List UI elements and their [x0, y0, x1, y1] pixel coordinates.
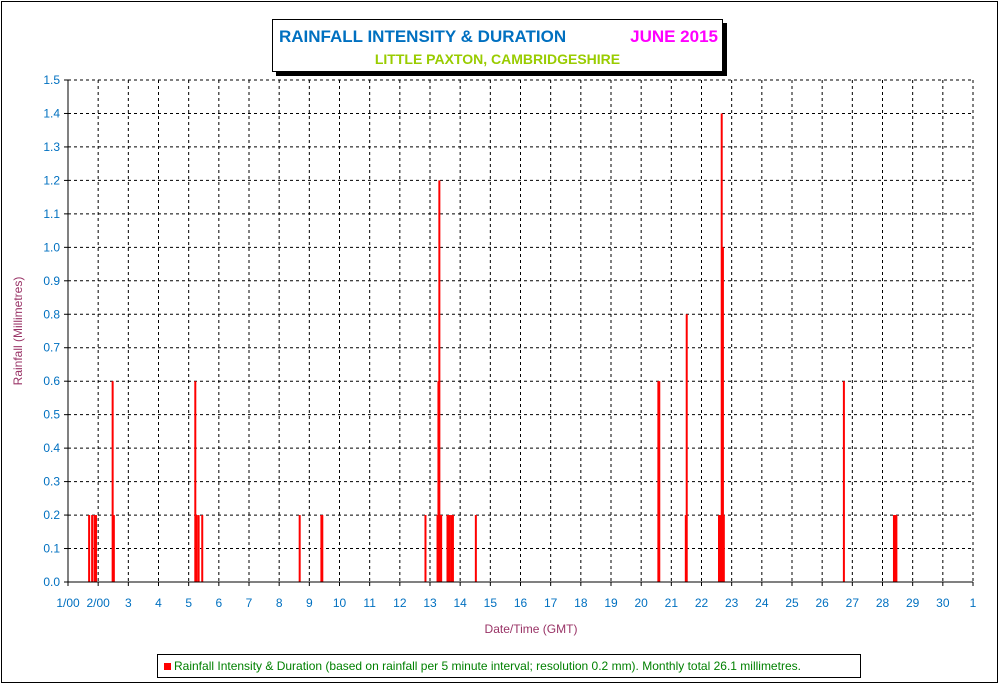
x-tick-label: 24: [755, 596, 769, 610]
y-tick-label: 0.1: [43, 542, 60, 556]
rainfall-bar: [446, 515, 449, 582]
x-tick-label: 12: [393, 596, 407, 610]
x-tick-label: 21: [665, 596, 679, 610]
x-tick-label: 19: [604, 596, 618, 610]
x-tick-label: 28: [876, 596, 890, 610]
y-tick-label: 0.6: [43, 374, 60, 388]
x-tick-label: 25: [785, 596, 799, 610]
x-tick-label: 18: [574, 596, 588, 610]
x-tick-label: 20: [634, 596, 648, 610]
y-tick-labels: 0.0 0.1 0.2 0.3 0.4 0.5 0.6 0.7 0.8 0.9 1.0 1.1 1.2 1…: [43, 73, 60, 589]
x-tick-label: 3: [125, 596, 132, 610]
x-tick-label: 15: [484, 596, 498, 610]
y-tick-label: 1.5: [43, 73, 60, 87]
rainfall-bar: [321, 515, 324, 582]
x-tick-label: 26: [815, 596, 829, 610]
y-tick-label: 0.3: [43, 475, 60, 489]
rainfall-bar: [721, 247, 724, 583]
y-tick-label: 0.5: [43, 408, 60, 422]
y-tick-label: 1.0: [43, 240, 60, 254]
rainfall-bar: [722, 515, 725, 582]
x-tick-label: 9: [306, 596, 313, 610]
chart-title: RAINFALL INTENSITY & DURATION: [279, 27, 567, 46]
x-tick-label: 23: [725, 596, 739, 610]
y-axis-label: Rainfall (Millimetres): [11, 277, 25, 386]
rainfall-bar: [474, 515, 477, 582]
x-axis-label: Date/Time (GMT): [485, 622, 578, 636]
rainfall-bar: [201, 515, 204, 582]
y-tick-label: 1.2: [43, 173, 60, 187]
rainfall-bars: [88, 113, 898, 583]
chart-title-period: JUNE 2015: [630, 27, 718, 46]
rainfall-bar: [842, 381, 845, 582]
rainfall-bar: [112, 515, 115, 582]
x-tick-label: 30: [936, 596, 950, 610]
y-tick-label: 1.4: [43, 106, 60, 120]
x-tick-label: 27: [846, 596, 860, 610]
rainfall-bar: [448, 515, 451, 582]
rainfall-bar: [685, 314, 688, 582]
legend-swatch: [164, 663, 171, 670]
y-tick-label: 0.9: [43, 274, 60, 288]
rainfall-bar: [88, 515, 91, 582]
x-tick-label: 1/00: [56, 596, 80, 610]
rainfall-bar: [424, 515, 427, 582]
rainfall-bar: [93, 515, 96, 582]
rainfall-bar: [438, 180, 441, 582]
rainfall-bar: [95, 515, 98, 582]
rainfall-bar: [197, 515, 200, 582]
rainfall-bar: [298, 515, 301, 582]
y-tick-label: 0.4: [43, 441, 60, 455]
y-tick-label: 1.1: [43, 207, 60, 221]
x-tick-labels: 1/00 2/00 3 4 5 6 7 8 9 10 11 12 13 14 15 16 17 18 19 20 21 2…: [56, 596, 976, 610]
rainfall-bar: [447, 515, 450, 582]
x-tick-label: 17: [544, 596, 558, 610]
y-tick-label: 0.2: [43, 508, 60, 522]
x-tick-label: 8: [276, 596, 283, 610]
rainfall-bar: [440, 515, 443, 582]
legend-label: Rainfall Intensity & Duration (based on …: [174, 659, 801, 673]
rainfall-bar: [717, 515, 720, 582]
rainfall-bar: [450, 515, 453, 582]
x-tick-label: 13: [423, 596, 437, 610]
title-box: RAINFALL INTENSITY & DURATION JUNE 2015 …: [272, 19, 723, 72]
x-tick-label: 11: [363, 596, 376, 610]
rainfall-bar: [892, 515, 895, 582]
x-tick-label: 14: [453, 596, 467, 610]
rainfall-bar: [195, 515, 198, 582]
x-tick-label: 16: [514, 596, 528, 610]
y-tick-label: 0.7: [43, 341, 60, 355]
rainfall-bar: [720, 113, 723, 582]
x-tick-label: 7: [246, 596, 253, 610]
x-tick-label: 4: [155, 596, 162, 610]
x-tick-label: 6: [215, 596, 222, 610]
rainfall-bar: [91, 515, 94, 582]
y-tick-label: 0.0: [43, 575, 60, 589]
x-tick-label: 1: [970, 596, 977, 610]
x-tick-label: 5: [185, 596, 192, 610]
rainfall-bar: [894, 515, 897, 582]
rainfall-bar: [658, 381, 661, 582]
rainfall-bar: [111, 381, 114, 582]
rainfall-bar: [451, 515, 454, 582]
rainfall-bar: [194, 381, 197, 582]
chart-subtitle: LITTLE PAXTON, CAMBRIDGESHIRE: [374, 51, 621, 67]
grid-lines: [68, 79, 974, 582]
x-tick-label: 29: [906, 596, 920, 610]
x-tick-label: 10: [333, 596, 347, 610]
y-tick-label: 0.8: [43, 307, 60, 321]
legend: Rainfall Intensity & Duration (based on …: [157, 654, 861, 678]
x-tick-label: 22: [695, 596, 709, 610]
y-tick-label: 1.3: [43, 140, 60, 154]
axes: [64, 79, 974, 586]
rainfall-bar: [895, 515, 898, 582]
x-tick-label: 2/00: [86, 596, 110, 610]
